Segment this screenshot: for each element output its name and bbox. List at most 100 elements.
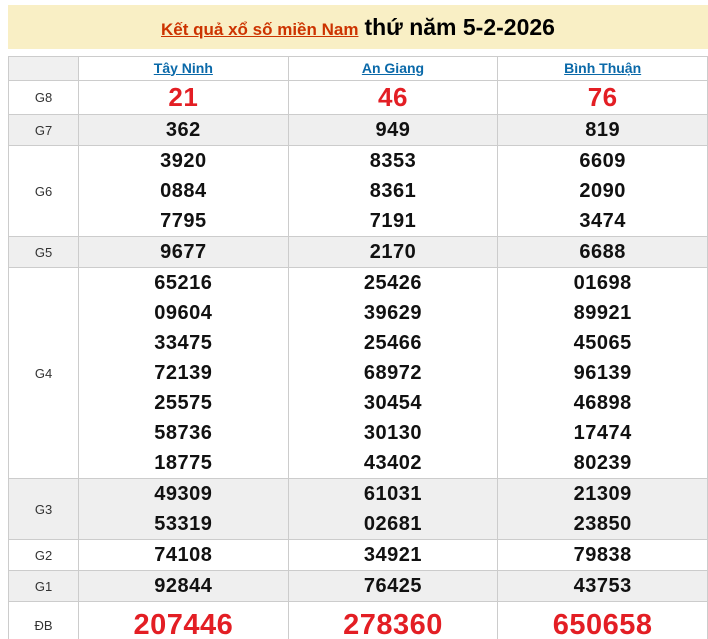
- prize-row-G7: G7 362 949 819: [8, 114, 708, 146]
- prize-number: 65216: [154, 272, 213, 294]
- prize-number: 89921: [573, 302, 632, 324]
- prize-number: 8361: [369, 180, 417, 202]
- prize-cell: 650658: [497, 601, 708, 639]
- prize-number: 74108: [154, 544, 213, 566]
- prize-number: 9677: [160, 241, 207, 263]
- prize-number: 6688: [579, 241, 626, 263]
- prize-number: 72139: [154, 362, 213, 384]
- prize-cell: 25426 39629 25466 68972 30454 30130 43402: [287, 267, 499, 479]
- prize-row-G2: G2 74108 34921 79838: [8, 539, 708, 571]
- prize-number: 2090: [579, 180, 626, 202]
- prize-number: 80239: [573, 452, 632, 474]
- prize-number: 17474: [573, 422, 632, 444]
- prize-number: 46898: [573, 392, 632, 414]
- prize-number: 53319: [154, 513, 213, 535]
- page-title-banner: Kết quả xổ số miền Nam thứ năm 5-2-2026: [8, 5, 708, 49]
- prize-cell: 8353 8361 7191: [287, 145, 499, 237]
- prize-label: G4: [8, 267, 79, 479]
- prize-cell: 9677: [78, 236, 289, 268]
- prize-label: G1: [8, 570, 79, 602]
- prize-label: G7: [8, 114, 79, 146]
- column-header-row: Tây Ninh An Giang Bình Thuận: [8, 56, 708, 81]
- prize-cell: 79838: [497, 539, 708, 571]
- column-header-binh-thuan: Bình Thuận: [497, 56, 708, 81]
- prize-number: 33475: [154, 332, 213, 354]
- prize-number: 819: [585, 119, 621, 141]
- prize-number: 6609: [579, 150, 626, 172]
- prize-number: 76425: [363, 575, 423, 597]
- prize-cell: 61031 02681: [287, 478, 499, 540]
- prize-number: 96139: [573, 362, 632, 384]
- prize-number: 7795: [160, 210, 207, 232]
- prize-number: 43753: [573, 575, 632, 597]
- province-link-binh-thuan[interactable]: Bình Thuận: [564, 59, 642, 76]
- prize-number: 23850: [573, 513, 632, 535]
- prize-cell: 207446: [78, 601, 289, 639]
- prize-number: 25575: [154, 392, 213, 414]
- prize-cell: 43753: [497, 570, 708, 602]
- prize-cell: 6609 2090 3474: [497, 145, 708, 237]
- results-body: G8 21 46 76 G7 362 949 819 G6 3920 0884 7795 8353 836…: [8, 80, 708, 639]
- prize-number: 2170: [369, 241, 417, 263]
- prize-cell: 76425: [287, 570, 499, 602]
- prize-number: 278360: [343, 609, 443, 639]
- prize-row-G8: G8 21 46 76: [8, 80, 708, 115]
- results-title-link[interactable]: Kết quả xổ số miền Nam: [161, 20, 359, 39]
- prize-cell: 278360: [287, 601, 499, 639]
- prize-number: 49309: [154, 483, 213, 505]
- prize-label: G8: [8, 80, 79, 115]
- prize-number: 18775: [154, 452, 213, 474]
- prize-cell: 34921: [287, 539, 499, 571]
- province-link-tay-ninh[interactable]: Tây Ninh: [153, 59, 213, 76]
- prize-number: 09604: [154, 302, 213, 324]
- prize-cell: 01698 89921 45065 96139 46898 17474 80239: [497, 267, 708, 479]
- corner-cell: [8, 56, 79, 81]
- prize-number: 650658: [552, 609, 653, 639]
- prize-row-ĐB: ĐB 207446 278360 650658: [8, 601, 708, 639]
- prize-label: G2: [8, 539, 79, 571]
- column-header-tay-ninh: Tây Ninh: [78, 56, 289, 81]
- prize-cell: 76: [497, 80, 708, 115]
- prize-number: 25466: [363, 332, 423, 354]
- prize-number: 02681: [363, 513, 423, 535]
- prize-cell: 2170: [287, 236, 499, 268]
- prize-cell: 3920 0884 7795: [78, 145, 289, 237]
- prize-number: 79838: [573, 544, 632, 566]
- prize-cell: 21309 23850: [497, 478, 708, 540]
- prize-number: 68972: [363, 362, 423, 384]
- prize-number: 949: [375, 119, 411, 141]
- prize-number: 34921: [363, 544, 423, 566]
- prize-number: 3474: [579, 210, 626, 232]
- prize-row-G6: G6 3920 0884 7795 8353 8361 7191 6609 2090 3474: [8, 145, 708, 237]
- prize-number: 0884: [160, 180, 207, 202]
- results-table: Tây Ninh An Giang Bình Thuận G8 21 46 76 G7 3…: [8, 56, 708, 639]
- prize-row-G3: G3 49309 53319 61031 02681 21309 23850: [8, 478, 708, 540]
- prize-cell: 74108: [78, 539, 289, 571]
- prize-cell: 949: [287, 114, 499, 146]
- prize-number: 362: [165, 119, 201, 141]
- column-header-an-giang: An Giang: [287, 56, 499, 81]
- prize-label: G3: [8, 478, 79, 540]
- prize-number: 58736: [154, 422, 213, 444]
- prize-number: 01698: [573, 272, 632, 294]
- prize-number: 39629: [363, 302, 423, 324]
- prize-number: 30130: [363, 422, 423, 444]
- prize-number: 45065: [573, 332, 632, 354]
- prize-number: 8353: [369, 150, 417, 172]
- prize-cell: 46: [287, 80, 499, 115]
- prize-number: 7191: [369, 210, 417, 232]
- prize-number: 92844: [154, 575, 213, 597]
- prize-number: 21: [168, 82, 199, 112]
- prize-number: 43402: [363, 452, 423, 474]
- prize-cell: 819: [497, 114, 708, 146]
- prize-row-G4: G4 65216 09604 33475 72139 25575 58736 18775 254…: [8, 267, 708, 479]
- prize-number: 21309: [573, 483, 632, 505]
- province-link-an-giang[interactable]: An Giang: [361, 59, 425, 76]
- prize-row-G1: G1 92844 76425 43753: [8, 570, 708, 602]
- prize-label: G6: [8, 145, 79, 237]
- prize-number: 46: [378, 82, 408, 112]
- prize-number: 207446: [133, 609, 234, 639]
- prize-cell: 21: [78, 80, 289, 115]
- prize-number: 3920: [160, 150, 207, 172]
